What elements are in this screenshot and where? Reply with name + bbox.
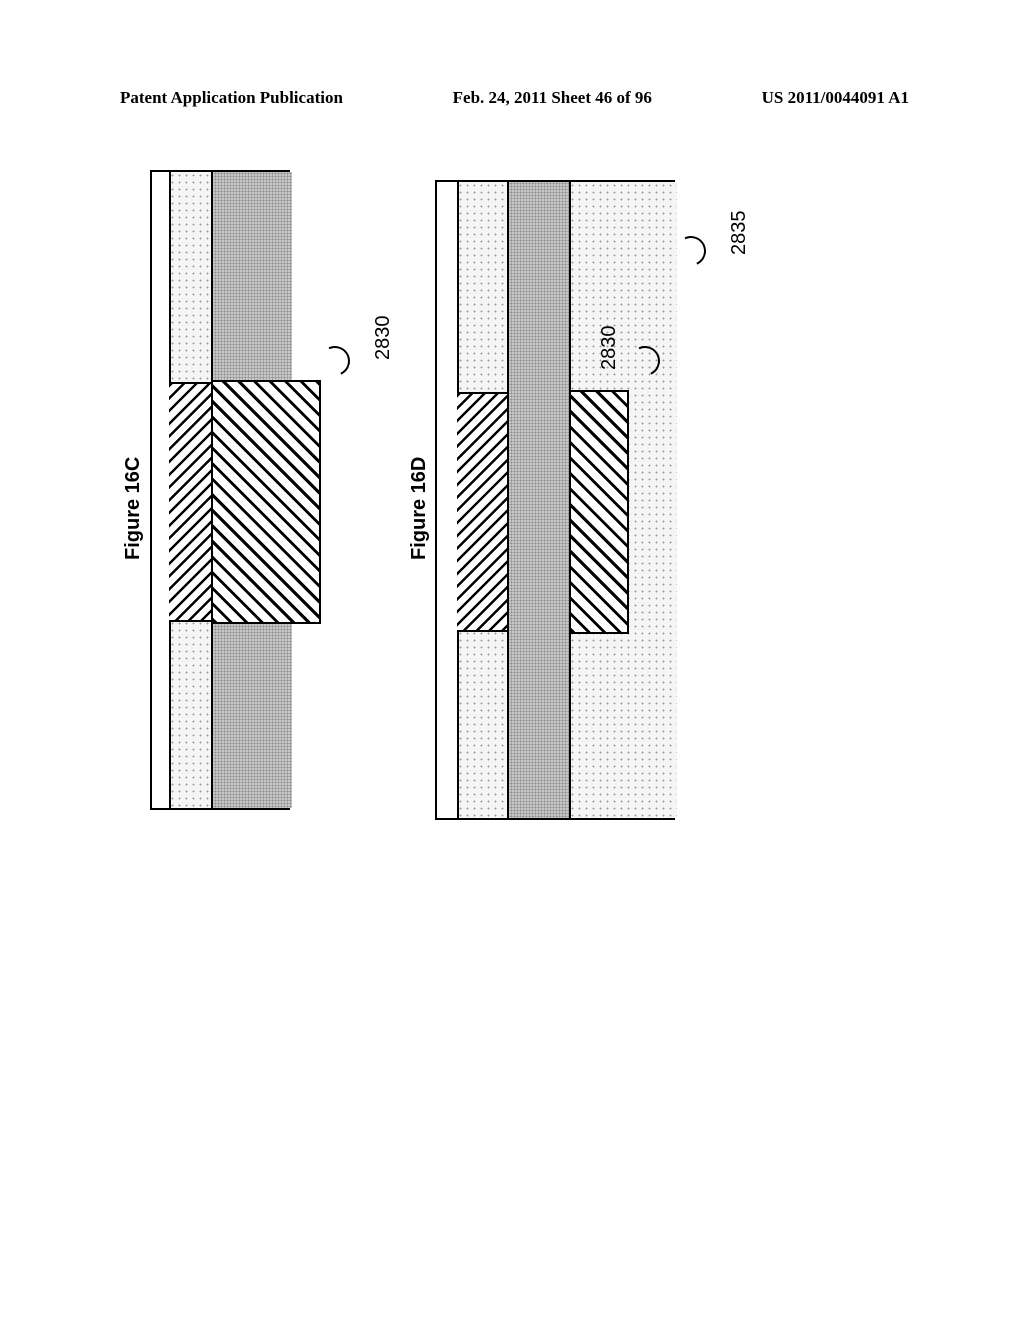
fig16c-leader-2830 [316, 342, 354, 380]
fig16d-ref-2830: 2830 [598, 326, 621, 371]
fig16c-layer-substrate [152, 172, 169, 808]
figure-16c-diagram [150, 170, 290, 810]
fig16c-hatched-tab-2830 [211, 380, 321, 624]
fig16d-hatched-insert-lower [457, 392, 507, 632]
page-header: Patent Application Publication Feb. 24, … [120, 88, 909, 108]
fig16c-hatched-insert-lower [169, 382, 211, 622]
header-center: Feb. 24, 2011 Sheet 46 of 96 [453, 88, 652, 108]
fig16d-ref-2835: 2835 [728, 211, 751, 256]
fig16d-divider-2 [507, 182, 509, 818]
fig16d-hatched-insert-2830 [569, 390, 629, 634]
header-left: Patent Application Publication [120, 88, 343, 108]
fig16d-leader-2835 [672, 232, 710, 270]
fig16c-ref-2830: 2830 [372, 316, 395, 361]
fig16c-label: Figure 16C [122, 457, 145, 560]
fig16d-layer-substrate [437, 182, 457, 818]
figure-16d-diagram [435, 180, 675, 820]
fig16c-hatched-tab-fill [211, 380, 321, 624]
figures-container: 2830 Figure 16C 2830 2835 Figure 16D [150, 170, 830, 1200]
fig16d-layer-grey [507, 182, 569, 818]
fig16d-label: Figure 16D [408, 457, 431, 560]
header-right: US 2011/0044091 A1 [762, 88, 909, 108]
